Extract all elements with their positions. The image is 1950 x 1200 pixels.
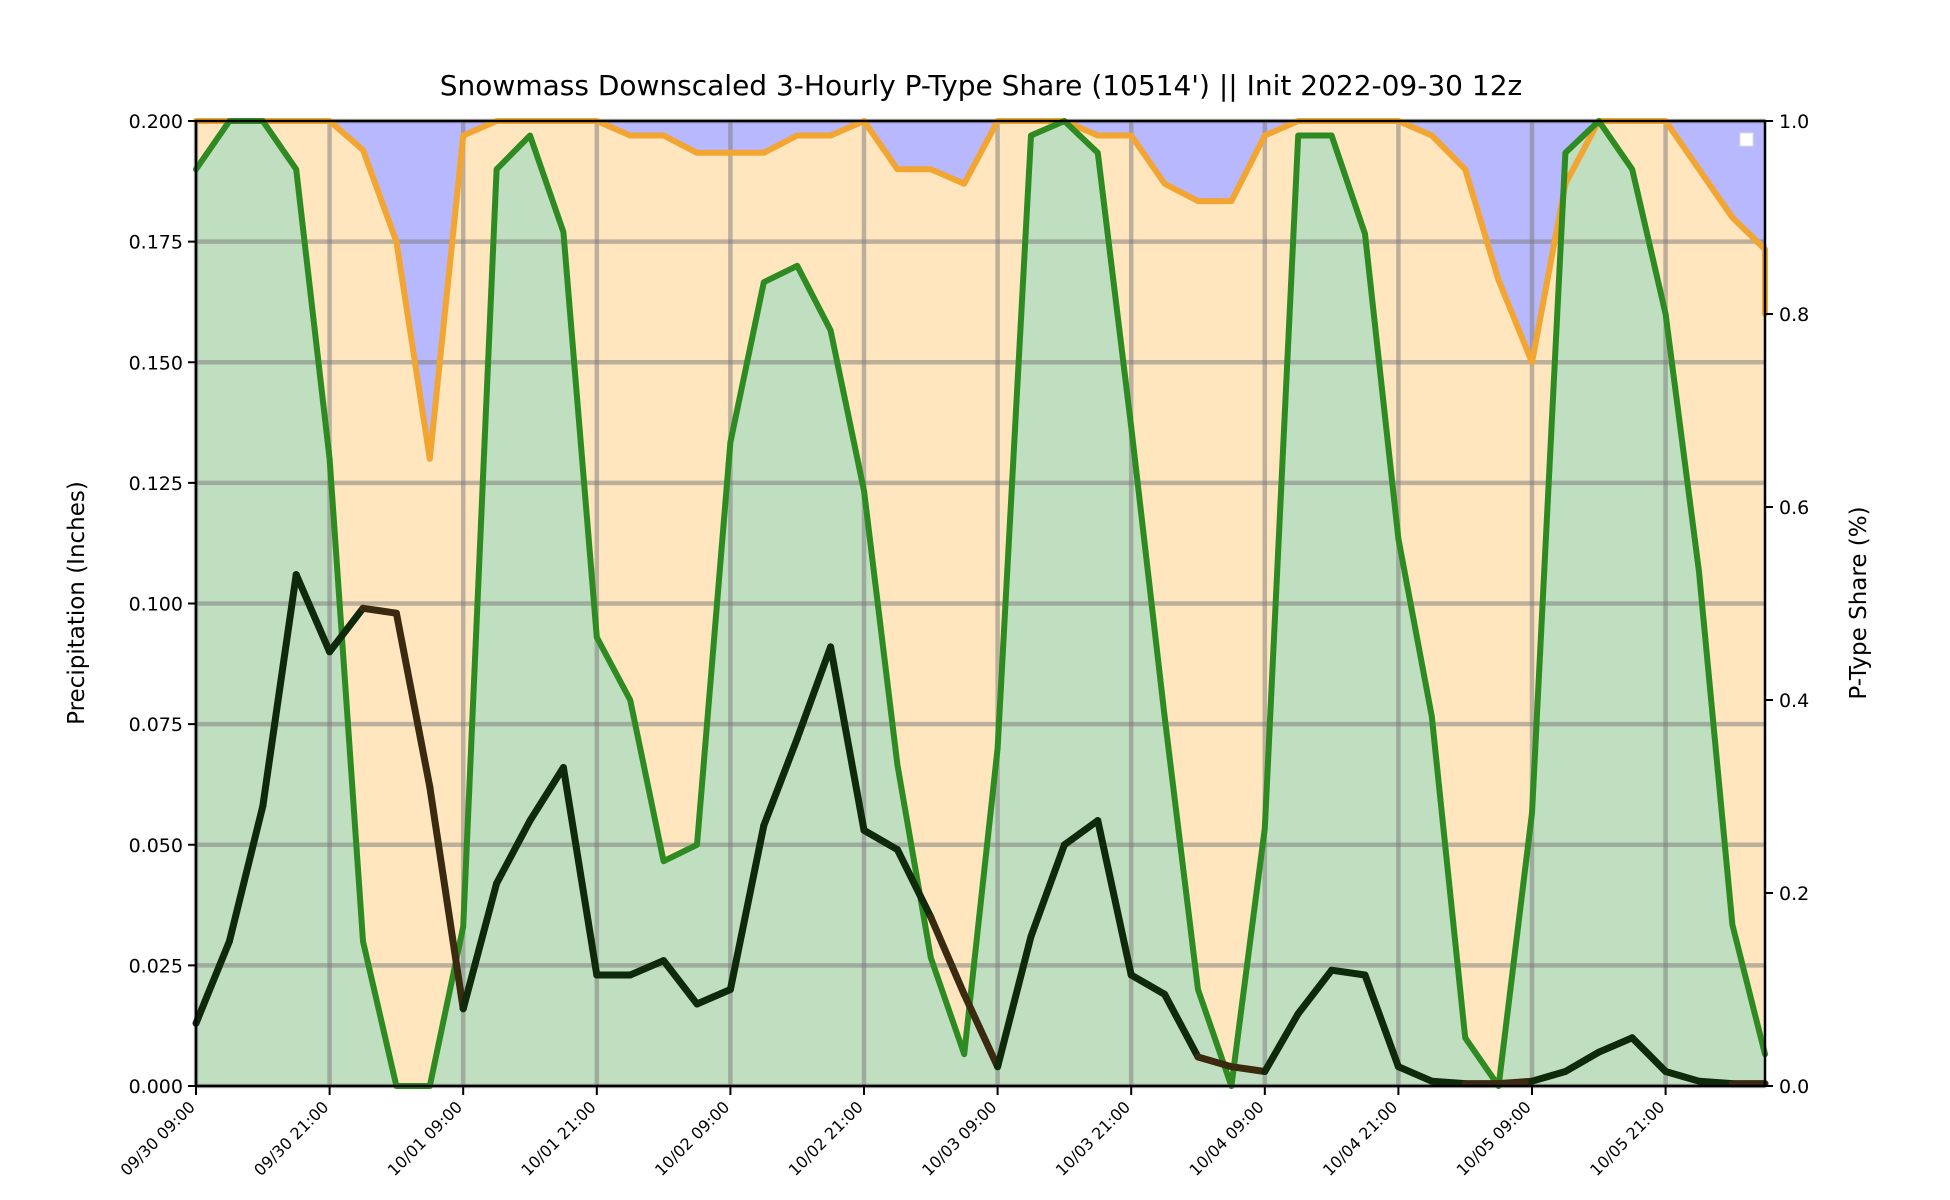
precipitation-segment (1328, 966, 1369, 979)
precipitation-segment (1662, 1068, 1703, 1085)
left-tick-label: 0.075 (129, 714, 183, 736)
x-tick-label: 10/04 21:00 (1319, 1097, 1401, 1179)
left-tick-label: 0.175 (129, 232, 183, 254)
precipitation-segment (1261, 1010, 1302, 1075)
precipitation-segment (326, 604, 367, 656)
x-tick-label: 10/02 09:00 (651, 1097, 733, 1179)
left-tick-label: 0.000 (129, 1076, 183, 1098)
plot-area (192, 118, 1769, 1089)
precipitation-segment (1060, 817, 1102, 849)
precipitation-segment (1561, 1048, 1603, 1075)
precipitation-segment (793, 643, 835, 743)
left-y-axis: 0.000 0.025 0.050 0.075 0.100 0.125 0.150 0.175… (129, 111, 196, 1098)
x-tick-label: 10/03 21:00 (1052, 1097, 1134, 1179)
x-tick-label: 10/05 21:00 (1586, 1097, 1668, 1179)
precipitation-segment (225, 802, 267, 945)
right-tick-label: 1.0 (1779, 111, 1809, 133)
x-tick-label: 10/04 09:00 (1185, 1097, 1267, 1179)
left-tick-label: 0.150 (129, 352, 183, 374)
precipitation-segment (1495, 1077, 1536, 1088)
x-tick-label: 09/30 09:00 (117, 1097, 199, 1179)
precipitation-segment (626, 957, 668, 979)
left-tick-label: 0.025 (129, 955, 183, 977)
precipitation-segment (860, 826, 901, 854)
precipitation-segment (1161, 990, 1202, 1061)
precipitation-segment (927, 913, 968, 998)
right-tick-label: 0.4 (1779, 690, 1809, 712)
precipitation-segment (827, 643, 868, 834)
precipitation-segment (1361, 971, 1402, 1071)
precipitation-segment (1027, 841, 1068, 940)
precipitation-segment (426, 783, 467, 1013)
x-tick-label: 10/01 09:00 (384, 1097, 466, 1179)
precipitation-segment (1394, 1063, 1436, 1085)
precipitation-segment (1194, 1053, 1235, 1071)
right-tick-label: 0.8 (1779, 304, 1809, 326)
precipitation-segment (1227, 1063, 1269, 1075)
x-tick-label: 10/02 21:00 (785, 1097, 867, 1179)
precipitation-segment (192, 937, 233, 1027)
x-tick-label: 10/05 09:00 (1453, 1097, 1535, 1179)
precipitation-segment (1595, 1034, 1636, 1056)
precipitation-segment (493, 817, 534, 887)
legend-box (1739, 132, 1754, 147)
right-tick-label: 0.0 (1779, 1076, 1809, 1098)
right-axis-label: P-Type Share (%) (1846, 506, 1872, 699)
precipitation-segment (559, 764, 601, 979)
precipitation-segment (459, 879, 501, 1013)
x-tick-label: 10/03 09:00 (918, 1097, 1000, 1179)
precipitation-segment (994, 932, 1035, 1071)
right-tick-label: 0.2 (1779, 883, 1809, 905)
precipitation-segment (1528, 1068, 1569, 1085)
precipitation-segment (526, 764, 567, 825)
precipitation-segment (760, 735, 801, 829)
precipitation-segment (960, 990, 1002, 1071)
precipitation-segment (1428, 1077, 1469, 1088)
precipitation-segment (359, 604, 400, 617)
precipitation-segment (1628, 1034, 1670, 1075)
precipitation-segment (1294, 966, 1336, 1018)
x-tick-label: 10/01 21:00 (517, 1097, 599, 1179)
x-tick-label: 09/30 21:00 (250, 1097, 332, 1179)
precipitation-segment (1695, 1077, 1736, 1088)
precipitation-segment (1127, 971, 1169, 998)
left-tick-label: 0.100 (129, 594, 183, 616)
precipitation-segment (660, 957, 701, 1008)
left-tick-label: 0.125 (129, 473, 183, 495)
precipitation-segment (893, 846, 935, 921)
precipitation-line (192, 571, 1769, 1088)
left-axis-label: Precipitation (Inches) (64, 481, 90, 725)
right-y-axis: 0.0 0.2 0.4 0.6 0.8 1.0 (1765, 111, 1809, 1098)
precipitation-segment (726, 822, 768, 993)
precipitation-segment (693, 986, 734, 1008)
precipitation-segment (1094, 817, 1135, 979)
chart-title: Snowmass Downscaled 3-Hourly P-Type Shar… (440, 69, 1522, 102)
precipitation-segment (392, 609, 434, 791)
left-tick-label: 0.050 (129, 835, 183, 857)
precipitation-segment (292, 571, 334, 656)
precipitation-segment (259, 571, 300, 810)
left-tick-label: 0.200 (129, 111, 183, 133)
x-axis: 09/30 09:00 09/30 21:00 10/01 09:00 10/01 2… (117, 1086, 1668, 1180)
right-tick-label: 0.6 (1779, 497, 1809, 519)
